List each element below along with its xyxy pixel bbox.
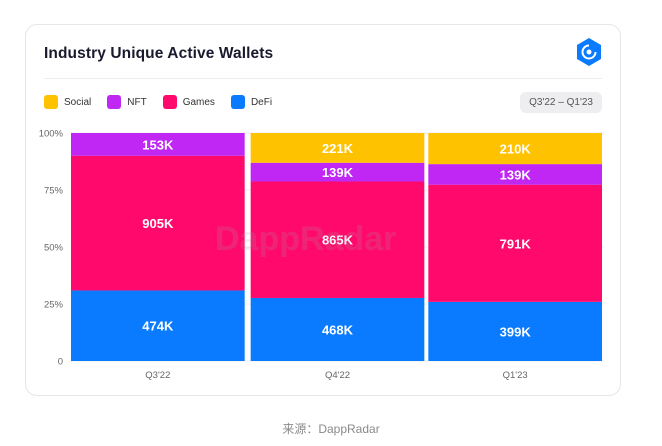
bar-segment-games [250, 181, 425, 298]
data-label: 791K [500, 236, 532, 251]
bar-segment-nft [250, 162, 425, 182]
bar-segment-social [428, 133, 602, 165]
chart-legend: Social NFT Games DeFi [44, 95, 288, 109]
legend-label: DeFi [250, 96, 273, 108]
bar-segment-nft [71, 133, 245, 156]
data-label: 221K [322, 141, 354, 156]
dappradar-logo-icon [577, 38, 601, 66]
data-label: 468K [322, 322, 354, 337]
bar-segment-games [428, 184, 602, 302]
data-label: 865K [322, 233, 354, 248]
bar-segment-defi [71, 290, 245, 361]
bar-segment-defi [428, 301, 602, 361]
legend-swatch-nft [107, 95, 122, 109]
legend-label: Social [64, 96, 92, 108]
bar-segment-social [250, 133, 425, 163]
legend-label: NFT [127, 96, 147, 108]
x-tick-label: Q4'22 [325, 370, 350, 381]
legend-item-defi[interactable]: DeFi [230, 95, 273, 109]
data-label: 905K [142, 216, 174, 231]
data-label: 474K [142, 319, 174, 334]
data-label: 139K [322, 165, 354, 180]
legend-swatch-games [162, 95, 177, 109]
data-label: 399K [500, 324, 532, 339]
chart-title: Industry Unique Active Wallets [44, 45, 274, 62]
bar-segment-games [71, 155, 245, 291]
legend-item-social[interactable]: Social [44, 95, 91, 109]
y-tick-label: 100% [39, 129, 64, 140]
date-range-badge[interactable]: Q3'22 – Q1'23 [520, 92, 602, 113]
legend-label: Games [182, 96, 215, 108]
y-tick-label: 75% [44, 186, 64, 197]
y-tick-label: 50% [44, 243, 64, 254]
legend-item-games[interactable]: Games [162, 95, 215, 109]
y-tick-label: 0 [58, 357, 63, 368]
legend-swatch-defi [230, 95, 245, 109]
legend-swatch-social [44, 95, 58, 109]
data-label: 153K [142, 137, 174, 152]
bar-segment-defi [250, 297, 425, 361]
data-label: 139K [500, 167, 532, 182]
data-label: 210K [500, 142, 532, 157]
source-caption: 来源：DappRadar [282, 422, 380, 436]
bar-segment-nft [428, 164, 602, 185]
x-tick-label: Q1'23 [503, 370, 528, 381]
title-divider [44, 78, 602, 79]
y-tick-label: 25% [44, 300, 64, 311]
legend-item-nft[interactable]: NFT [107, 95, 147, 109]
x-tick-label: Q3'22 [145, 370, 170, 381]
